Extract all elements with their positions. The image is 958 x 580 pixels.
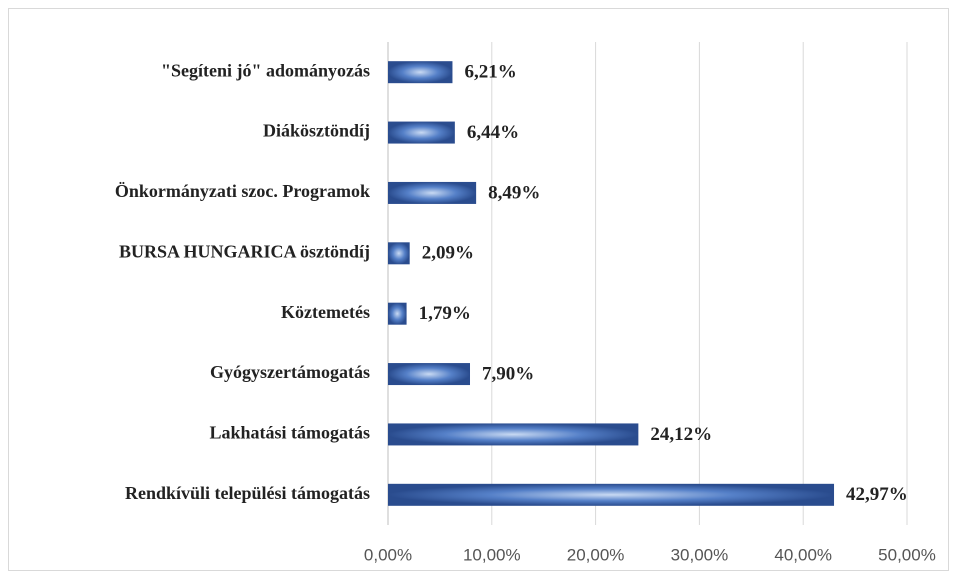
value-label: 1,79% — [419, 303, 471, 324]
x-tick-label: 30,00% — [671, 545, 729, 564]
x-tick-label: 10,00% — [463, 545, 521, 564]
value-label: 42,97% — [846, 484, 908, 505]
category-label: Önkormányzati szoc. Programok — [115, 181, 370, 201]
bar — [388, 302, 407, 325]
value-label: 7,90% — [482, 363, 534, 384]
value-label: 6,44% — [467, 122, 519, 143]
chart-frame — [8, 8, 949, 571]
x-tick-label: 20,00% — [567, 545, 625, 564]
x-tick-label: 0,00% — [364, 545, 412, 564]
category-label: Lakhatási támogatás — [209, 423, 370, 443]
x-tick-label: 40,00% — [774, 545, 832, 564]
value-label: 6,21% — [464, 62, 516, 83]
category-label: Diákösztöndíj — [263, 121, 370, 141]
bar — [388, 242, 410, 265]
value-label: 8,49% — [488, 182, 540, 203]
category-label: Rendkívüli települési támogatás — [125, 483, 370, 503]
bar — [388, 181, 477, 204]
category-label: BURSA HUNGARICA ösztöndíj — [119, 241, 370, 261]
bar — [388, 61, 453, 84]
bar — [388, 121, 455, 144]
value-label: 24,12% — [650, 424, 712, 445]
bar — [388, 423, 639, 446]
category-label: Gyógyszertámogatás — [210, 362, 370, 382]
x-tick-label: 50,00% — [878, 545, 936, 564]
value-label: 2,09% — [422, 243, 474, 264]
category-label: Köztemetés — [281, 302, 370, 322]
bar — [388, 483, 835, 506]
category-label: "Segíteni jó" adományozás — [161, 60, 370, 80]
bar — [388, 363, 471, 386]
